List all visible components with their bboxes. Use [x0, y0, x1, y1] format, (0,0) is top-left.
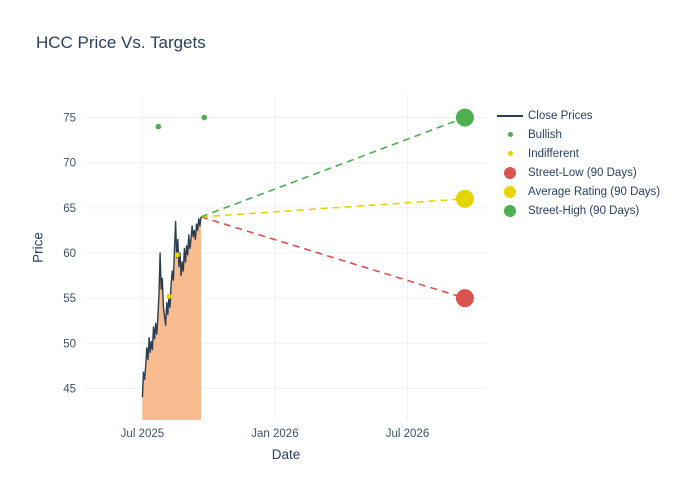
projection-line-average-rating-90-days: [200, 198, 465, 218]
y-tick-label: 75: [63, 113, 76, 125]
x-tick-label: Jul 2025: [121, 428, 164, 440]
bullish-marker: [155, 123, 162, 130]
street-low-90-days-marker: [455, 289, 474, 308]
street-high-90-days-marker: [455, 108, 474, 127]
legend-dot-icon: [497, 166, 523, 179]
legend-item-indifferent[interactable]: Indifferent: [497, 144, 660, 163]
axis-tick-labels: Jul 2025 Jan 2026 Jul 2026 45 50 55 60 65 70 75: [63, 113, 429, 440]
legend-item-bullish[interactable]: Bullish: [497, 125, 660, 144]
legend-dot-icon: [497, 151, 523, 156]
indifferent-marker: [166, 293, 172, 299]
x-axis-title: Date: [271, 447, 301, 462]
legend-item-close-prices[interactable]: Close Prices: [497, 106, 660, 125]
y-tick-label: 60: [63, 248, 76, 260]
legend-item-label: Street-Low (90 Days): [528, 166, 637, 179]
close-price-area: [142, 216, 201, 420]
y-tick-label: 65: [63, 203, 76, 215]
legend-line-icon: [497, 114, 523, 117]
chart-title: HCC Price Vs. Targets: [36, 33, 206, 52]
projection-line-street-high-90-days: [200, 116, 466, 218]
x-tick-label: Jul 2026: [386, 428, 429, 440]
legend-dot-icon: [497, 185, 523, 198]
y-tick-label: 55: [63, 293, 76, 305]
y-tick-label: 70: [63, 158, 76, 170]
average-rating-90-days-marker: [455, 189, 474, 208]
legend-item-average-rating-90-days[interactable]: Average Rating (90 Days): [497, 182, 660, 201]
legend-dot-icon: [497, 132, 523, 137]
projection-line-street-low-90-days: [200, 216, 466, 299]
legend-dot-icon: [497, 204, 523, 217]
legend-swatch-shape: [507, 132, 513, 137]
legend-item-label: Average Rating (90 Days): [528, 185, 661, 198]
bullish-marker: [201, 114, 208, 121]
legend-item-label: Close Prices: [528, 109, 593, 122]
x-tick-label: Jan 2026: [251, 428, 298, 440]
legend-item-street-low-90-days[interactable]: Street-Low (90 Days): [497, 163, 660, 182]
legend-swatch-shape: [497, 114, 523, 117]
y-axis-title: Price: [30, 232, 46, 263]
legend-item-label: Street-High (90 Days): [528, 204, 640, 217]
indifferent-marker: [174, 252, 180, 258]
legend-item-label: Bullish: [528, 128, 562, 141]
y-tick-label: 50: [63, 338, 76, 350]
legend-swatch-shape: [507, 151, 513, 156]
y-tick-label: 45: [63, 383, 76, 395]
close-price-line: [141, 216, 202, 398]
legend-swatch-shape: [504, 204, 516, 217]
legend-swatch-shape: [504, 185, 516, 198]
legend-item-label: Indifferent: [528, 147, 579, 160]
legend-swatch-shape: [504, 166, 516, 179]
legend: Close Prices Bullish Indifferent Street-Low…: [497, 106, 660, 220]
legend-item-street-high-90-days[interactable]: Street-High (90 Days): [497, 201, 660, 220]
